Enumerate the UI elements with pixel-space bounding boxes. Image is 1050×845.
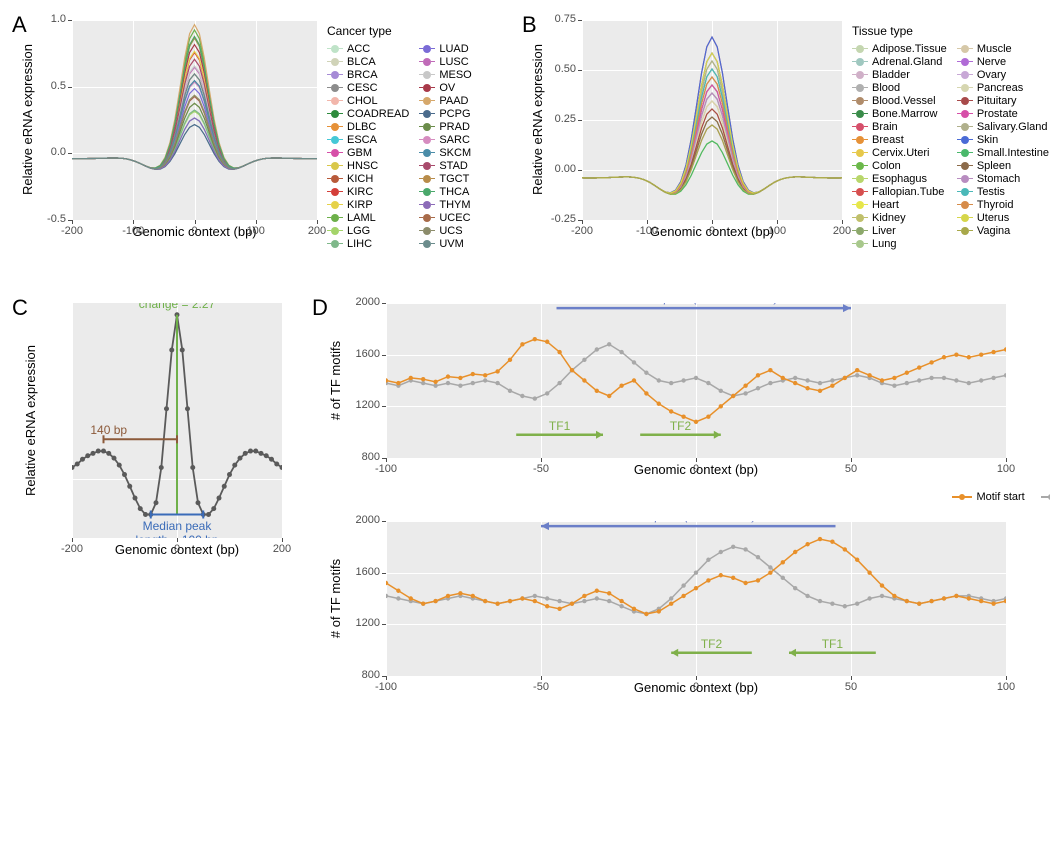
legend-item: UVM — [419, 237, 471, 250]
legend-item: PCPG — [419, 107, 471, 120]
legend-item: Bone.Marrow — [852, 107, 947, 120]
legend-item: UCEC — [419, 211, 471, 224]
legend-item: Pituitary — [957, 94, 1049, 107]
legend-item: THCA — [419, 185, 471, 198]
panel-b-legend: Tissue type Adipose.TissueAdrenal.GlandB… — [842, 20, 1049, 250]
legend-item: GBM — [327, 146, 409, 159]
panel-a-ylabel: Relative eRNA expression — [20, 44, 35, 195]
panel-a-legend-title: Cancer type — [327, 24, 472, 38]
panel-a-label: A — [12, 12, 27, 38]
panel-b: B Relative eRNA expression -200-10001002… — [522, 12, 1050, 275]
legend-item: KIRC — [327, 185, 409, 198]
legend-item: KICH — [327, 172, 409, 185]
fold-change-annotation: Median fold change = 2.27 — [132, 303, 222, 311]
legend-item: Liver — [852, 224, 947, 237]
panel-c-ylabel: Relative eRNA expression — [23, 345, 38, 496]
legend-item: COADREAD — [327, 107, 409, 120]
legend-item: Adrenal.Gland — [852, 55, 947, 68]
legend-item: DLBC — [327, 120, 409, 133]
legend-item: PAAD — [419, 94, 471, 107]
legend-item: HNSC — [327, 159, 409, 172]
legend-item: Ovary — [957, 68, 1049, 81]
panel-c-plot: Median fold change = 2.27 140 bp Median pe… — [72, 303, 282, 538]
legend-item: ACC — [327, 42, 409, 55]
legend-item: Fallopian.Tube — [852, 185, 947, 198]
legend-item: Adipose.Tissue — [852, 42, 947, 55]
base-annotation: Median peak length = 100 bp — [127, 519, 227, 539]
legend-item: Lung — [852, 237, 947, 250]
panel-d-legend: Motif start Motif end — [952, 491, 1050, 503]
panel-b-label: B — [522, 12, 537, 38]
legend-item: LAML — [327, 211, 409, 224]
legend-item: PRAD — [419, 120, 471, 133]
legend-item: Pancreas — [957, 81, 1049, 94]
legend-item: SARC — [419, 133, 471, 146]
panel-b-legend-title: Tissue type — [852, 24, 1049, 38]
legend-item: Blood — [852, 81, 947, 94]
legend-item: STAD — [419, 159, 471, 172]
legend-item: Stomach — [957, 172, 1049, 185]
panel-d: D # of TF motifs TF1TF2eRNA peak (Watson… — [312, 295, 1050, 731]
legend-item: Salivary.Gland — [957, 120, 1049, 133]
legend-item: Colon — [852, 159, 947, 172]
legend-item: Testis — [957, 185, 1049, 198]
legend-item: TGCT — [419, 172, 471, 185]
legend-item: SKCM — [419, 146, 471, 159]
legend-motif-start: Motif start — [976, 491, 1024, 503]
legend-item: LUSC — [419, 55, 471, 68]
legend-item: KIRP — [327, 198, 409, 211]
legend-item: Skin — [957, 133, 1049, 146]
legend-item: Uterus — [957, 211, 1049, 224]
legend-item: ESCA — [327, 133, 409, 146]
panel-a: A Relative eRNA expression -200-10001002… — [12, 12, 522, 275]
legend-item: CHOL — [327, 94, 409, 107]
legend-item: Bladder — [852, 68, 947, 81]
legend-item: Small.Intestine — [957, 146, 1049, 159]
panel-d-top-ylabel: # of TF motifs — [328, 341, 343, 420]
legend-item: Vagina — [957, 224, 1049, 237]
legend-item: Muscle — [957, 42, 1049, 55]
panel-c-label: C — [12, 295, 28, 321]
panel-a-legend: Cancer type ACCBLCABRCACESCCHOLCOADREADD… — [317, 20, 472, 250]
legend-item: LIHC — [327, 237, 409, 250]
legend-item: OV — [419, 81, 471, 94]
legend-item: Cervix.Uteri — [852, 146, 947, 159]
legend-item: Kidney — [852, 211, 947, 224]
legend-item: BRCA — [327, 68, 409, 81]
legend-item: MESO — [419, 68, 471, 81]
panel-d-label: D — [312, 295, 328, 321]
legend-item: Thyroid — [957, 198, 1049, 211]
legend-item: Breast — [852, 133, 947, 146]
legend-item: Blood.Vessel — [852, 94, 947, 107]
legend-item: LGG — [327, 224, 409, 237]
legend-item: Esophagus — [852, 172, 947, 185]
legend-item: Spleen — [957, 159, 1049, 172]
legend-item: Brain — [852, 120, 947, 133]
legend-item: Heart — [852, 198, 947, 211]
figure-grid: A Relative eRNA expression -200-10001002… — [12, 12, 1038, 731]
legend-item: Prostate — [957, 107, 1049, 120]
width-annotation: 140 bp — [90, 423, 127, 437]
legend-item: Nerve — [957, 55, 1049, 68]
legend-item: BLCA — [327, 55, 409, 68]
legend-item: LUAD — [419, 42, 471, 55]
panel-d-bot-ylabel: # of TF motifs — [328, 559, 343, 638]
legend-item: THYM — [419, 198, 471, 211]
legend-item: UCS — [419, 224, 471, 237]
legend-item: CESC — [327, 81, 409, 94]
